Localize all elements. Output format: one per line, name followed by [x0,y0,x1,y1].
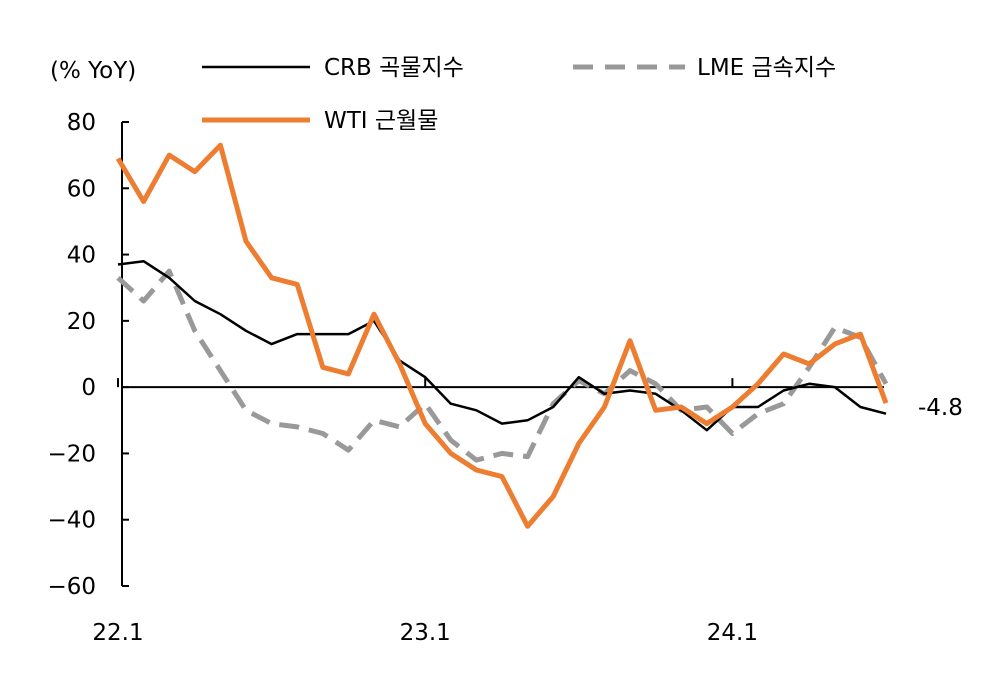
annotation-last-value: -4.8 [918,395,963,421]
legend-label: WTI 근월물 [324,108,438,134]
legend-lme: LME 금속지수 [573,55,836,81]
y-tick-label: −60 [47,574,96,600]
y-tick-label: 0 [81,375,96,401]
y-tick-label: 80 [67,110,96,136]
y-tick-label: −40 [47,508,96,534]
x-axis: 22.1 23.1 24.1 [92,378,884,646]
series-lines [115,142,889,529]
y-tick-label: −20 [47,441,96,467]
y-tick-label: 40 [67,243,96,269]
legend: CRB 곡물지수 LME 금속지수 WTI 근월물 [202,55,836,134]
x-tick-label: 24.1 [707,620,758,646]
legend-crb: CRB 곡물지수 [202,55,464,81]
y-axis: 80 60 40 20 0 −20 −40 −60 [47,110,129,600]
series-line-crb [117,259,887,432]
legend-label: CRB 곡물지수 [324,55,464,81]
y-axis-label: (% YoY) [50,58,136,84]
legend-wti: WTI 근월물 [202,108,438,134]
series-line-wti [115,142,889,529]
legend-label: LME 금속지수 [697,55,836,81]
y-tick-label: 20 [67,309,96,335]
series-line-lme [116,268,889,463]
y-tick-label: 60 [67,176,96,202]
x-tick-label: 23.1 [400,620,451,646]
x-tick-label: 22.1 [92,620,143,646]
